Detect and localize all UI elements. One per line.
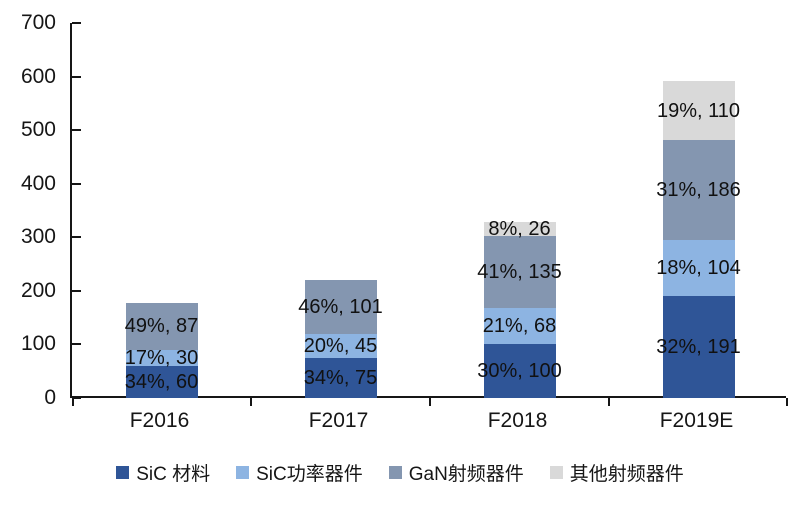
- x-axis-tick: [250, 398, 252, 406]
- y-axis-tick-label: 600: [20, 64, 56, 88]
- legend-swatch-icon: [388, 466, 402, 479]
- y-axis-tick: [72, 182, 81, 185]
- y-axis-tick-label: 400: [20, 171, 56, 195]
- bar-segment: [483, 344, 556, 398]
- legend-item: SiC功率器件: [236, 459, 363, 486]
- y-axis-tick-label: 100: [20, 332, 56, 356]
- x-axis-category-label: F2019E: [659, 409, 734, 432]
- bar-segment: [125, 303, 198, 350]
- legend: SiC 材料 SiC功率器件 GaN射频器件 其他射频器件: [0, 459, 800, 486]
- x-axis-tick: [786, 398, 788, 406]
- x-axis-tick: [429, 398, 431, 406]
- y-axis-tick: [72, 397, 81, 399]
- y-axis-tick: [72, 236, 81, 239]
- legend-swatch-icon: [116, 466, 130, 479]
- legend-swatch-icon: [236, 466, 250, 479]
- legend-item: SiC 材料: [116, 459, 210, 486]
- legend-item-label: GaN射频器件: [408, 464, 524, 485]
- bar-segment: [662, 140, 735, 240]
- legend-item: 其他射频器件: [549, 459, 684, 486]
- y-axis-tick-label: 200: [20, 278, 56, 302]
- x-axis-tick: [608, 398, 610, 406]
- y-axis-tick: [72, 22, 81, 24]
- bar-segment: [125, 365, 198, 398]
- y-axis-tick-label: 0: [44, 386, 56, 409]
- y-axis-tick-label: 500: [20, 118, 56, 142]
- bar-segment: [125, 349, 198, 366]
- y-axis-tick: [72, 129, 81, 132]
- bar-segment: [304, 333, 377, 358]
- plot-area: 34%, 60 17%, 30 49%, 87 34%, 75 20%, 45 46%, …: [70, 22, 788, 406]
- bar-segment: [483, 235, 556, 308]
- bar-segment: [483, 308, 556, 345]
- y-axis-tick: [72, 343, 81, 346]
- legend-item-label: SiC 材料: [136, 464, 211, 485]
- x-axis-category-label: F2018: [487, 409, 548, 432]
- x-axis-category-label: F2017: [308, 409, 369, 432]
- legend-item-label: SiC功率器件: [256, 464, 363, 485]
- bar-segment: [304, 279, 377, 334]
- legend-swatch-icon: [549, 466, 563, 479]
- x-axis-category-label: F2016: [129, 409, 190, 432]
- bar-segment: [662, 295, 735, 398]
- legend-item-label: 其他射频器件: [569, 464, 684, 485]
- y-axis-tick: [72, 75, 81, 78]
- x-axis-tick: [72, 398, 74, 406]
- legend-item: GaN射频器件: [388, 459, 524, 486]
- bar-segment: [662, 239, 735, 296]
- bar-segment: [483, 221, 556, 236]
- y-axis-tick-label: 300: [20, 225, 56, 249]
- y-axis-tick-label: 700: [20, 11, 56, 34]
- bar-segment: [662, 81, 735, 141]
- bar-segment: [304, 357, 377, 398]
- y-axis-tick: [72, 289, 81, 292]
